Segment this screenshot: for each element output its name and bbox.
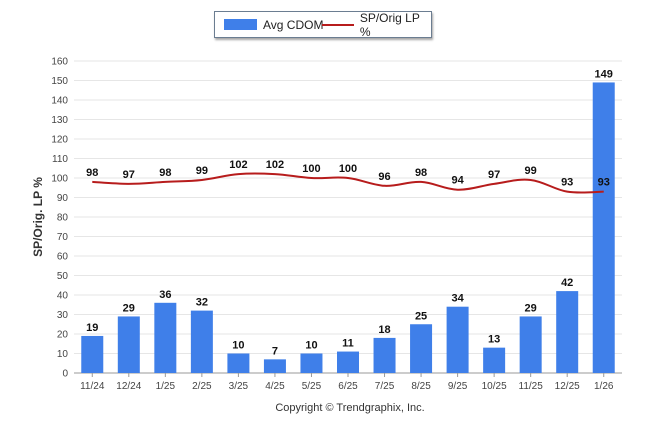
bar[interactable] [410,324,433,373]
bar[interactable] [556,291,579,373]
x-tick-label: 3/25 [229,381,249,392]
y-tick-label: 100 [51,174,68,185]
bar[interactable] [154,302,177,373]
bar[interactable] [117,316,140,373]
legend-item-bar[interactable]: Avg CDOM [224,12,323,37]
legend-line-swatch [322,23,354,26]
y-tick-label: 60 [57,252,69,263]
y-tick-label: 70 [57,232,69,243]
bar[interactable] [263,359,286,373]
x-tick-label: 9/25 [448,381,468,392]
sp-orig-lp-line[interactable] [92,172,604,194]
bar[interactable] [446,306,469,373]
line-value-label: 97 [488,169,500,181]
y-tick-label: 140 [51,96,68,107]
y-tick-label: 160 [51,57,68,68]
y-tick-label: 120 [51,135,68,146]
line-value-label: 102 [229,159,247,171]
y-axis-title: SP/Orig. LP % [31,177,45,257]
bar[interactable] [483,347,506,373]
y-tick-label: 30 [57,310,69,321]
line-value-label: 97 [123,169,135,181]
y-tick-label: 10 [57,349,69,360]
x-tick-label: 5/25 [302,381,322,392]
legend-line-label: SP/Orig LP % [359,10,420,39]
bar[interactable] [337,351,359,373]
bar-value-label: 11 [342,338,354,350]
bar-value-label: 19 [86,322,98,334]
line-value-label: 98 [159,167,171,179]
legend-bar-swatch [224,19,257,30]
data-labels: 19 29 36 32 10 7 10 11 18 25 34 13 29 42 149 98 97 98 99 10… [86,68,613,357]
line-value-label: 94 [451,175,464,187]
line-value-label: 102 [266,159,284,171]
line-value-label: 98 [415,167,427,179]
x-tick-label: 12/25 [555,381,580,392]
bar[interactable] [373,337,396,373]
line-value-label: 99 [196,165,208,177]
bar[interactable] [519,316,542,373]
x-tick-label: 8/25 [411,381,431,392]
bar[interactable] [592,82,615,373]
y-tick-label: 40 [57,291,69,302]
y-tick-label: 80 [57,213,69,224]
y-tick-label: 0 [62,369,68,380]
legend: Avg CDOM SP/Orig LP % [214,10,432,39]
line-series [92,172,604,194]
line-value-label: 96 [378,171,390,183]
x-tick-label: 1/25 [156,381,176,392]
y-tick-label: 150 [51,76,68,87]
line-value-label: 98 [86,167,98,179]
bar-value-label: 32 [196,297,208,309]
bar-value-label: 7 [272,345,278,357]
line-value-label: 93 [561,177,573,189]
y-tick-label: 130 [51,115,68,126]
copyright-text: Copyright © Trendgraphix, Inc. [275,402,425,414]
y-tick-label: 20 [57,330,69,341]
x-tick-label: 2/25 [192,381,212,392]
legend-item-line[interactable]: SP/Orig LP % [322,10,431,39]
bar-value-label: 18 [378,324,390,336]
y-tick-label: 50 [57,271,69,282]
bar-value-label: 42 [561,277,573,289]
bar-value-label: 10 [305,340,317,352]
bar-value-label: 29 [123,302,135,314]
x-axis-ticks: 11/24 12/24 1/25 2/25 3/25 4/25 5/25 6/25 7/25 8/… [80,373,614,392]
x-tick-label: 10/25 [482,381,507,392]
x-tick-label: 7/25 [375,381,395,392]
x-tick-label: 11/25 [519,381,544,392]
line-value-label: 93 [598,177,610,189]
bar-value-label: 25 [415,310,427,322]
bar-value-label: 10 [232,340,244,352]
y-tick-label: 90 [57,193,69,204]
bar-value-label: 36 [159,289,171,301]
x-tick-label: 12/24 [116,381,141,392]
x-tick-label: 4/25 [265,381,285,392]
bar[interactable] [227,353,250,374]
bar-series [81,82,615,374]
legend-bar-label: Avg CDOM [263,17,324,32]
bar[interactable] [81,335,104,373]
grid-lines [74,60,622,374]
x-tick-label: 1/26 [594,381,614,392]
bar[interactable] [300,353,323,374]
y-tick-label: 110 [52,154,68,165]
line-value-label: 100 [302,163,320,175]
bar-value-label: 13 [488,334,500,346]
bar[interactable] [190,310,213,373]
y-axis-ticks: 0 10 20 30 40 50 60 70 80 90 100 110 120 130 140 150 160 [51,57,68,380]
line-value-label: 99 [525,165,537,177]
line-value-label: 100 [339,163,357,175]
bar-value-label: 149 [595,68,613,80]
x-tick-label: 6/25 [338,381,358,392]
x-tick-label: 11/24 [80,381,105,392]
bar-value-label: 34 [451,293,464,305]
bar-value-label: 29 [525,302,537,314]
